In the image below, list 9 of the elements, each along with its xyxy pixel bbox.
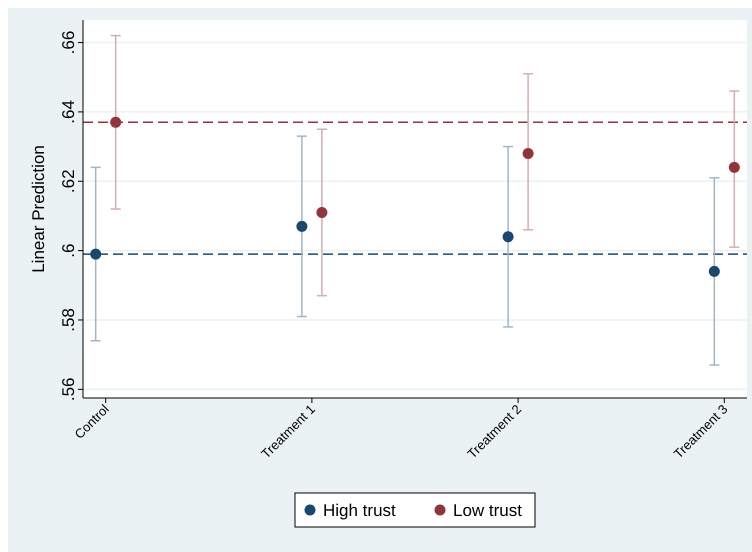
y-tick-label: .64 — [59, 100, 78, 124]
y-tick-label: .58 — [59, 308, 78, 332]
y-tick-label: .6 — [59, 244, 78, 258]
y-tick-label: .62 — [59, 169, 78, 194]
legend-label: High trust — [323, 501, 396, 520]
y-tick-label: .66 — [59, 30, 78, 54]
y-axis-title: Linear Prediction — [29, 145, 48, 273]
legend-label: Low trust — [453, 501, 522, 520]
y-tick-label: .56 — [59, 378, 78, 402]
